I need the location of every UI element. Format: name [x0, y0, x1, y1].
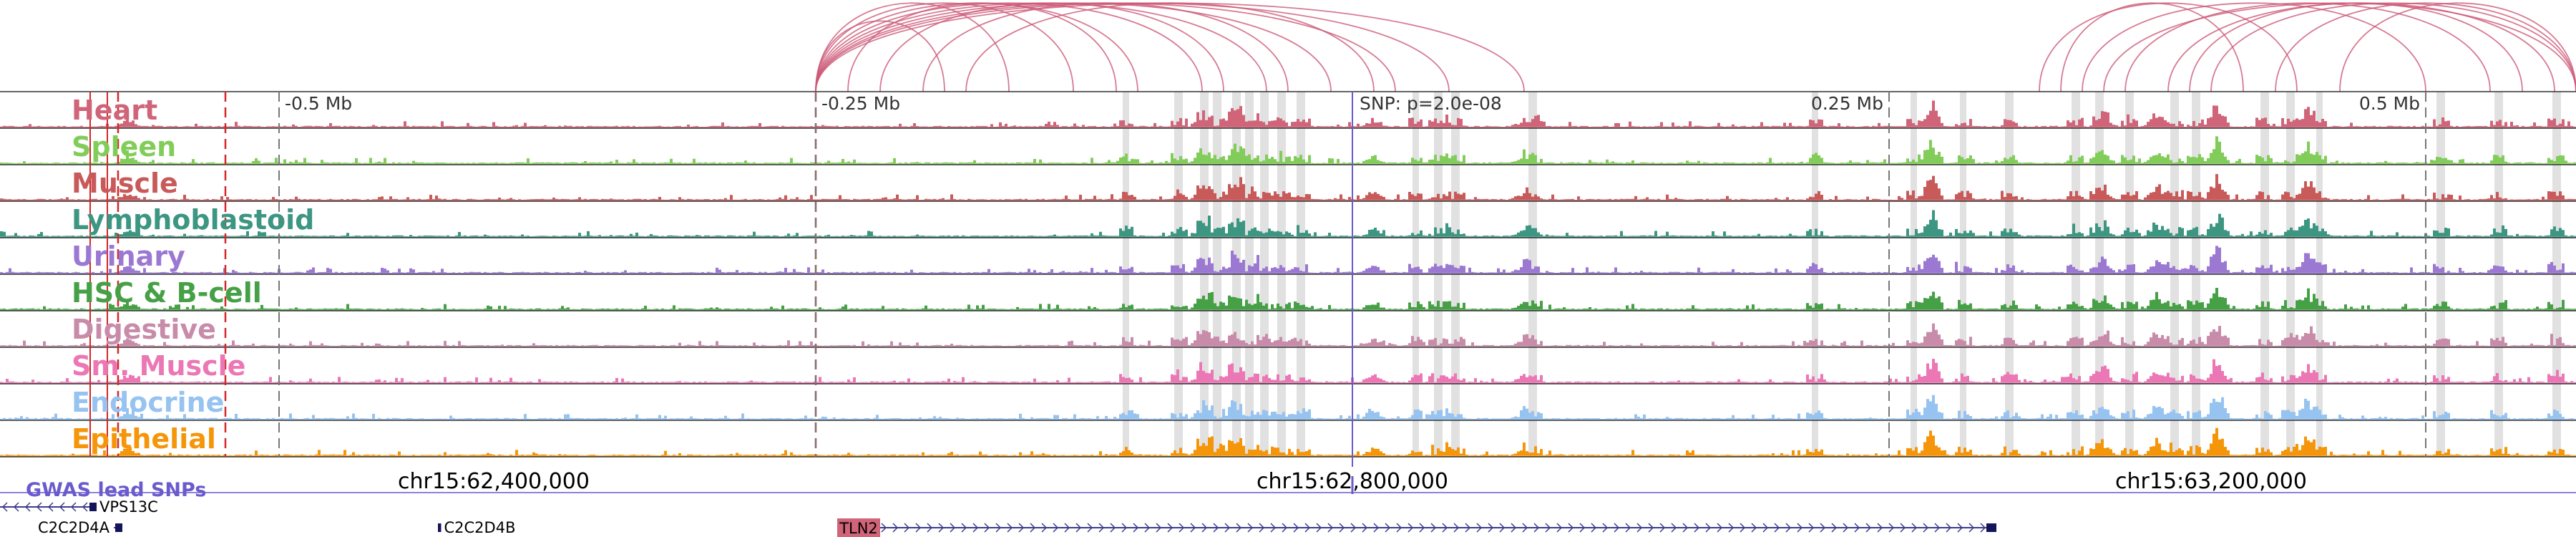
- loop-arc: [815, 2, 1525, 92]
- loop-arc: [879, 2, 1224, 92]
- loop-arc: [815, 2, 1267, 92]
- track-label: Heart: [72, 95, 157, 126]
- loop-arc: [2167, 2, 2555, 92]
- track-labels: Heart Spleen Muscle Lymphoblastoid Urinary HS…: [72, 95, 314, 455]
- gene-c2c2d4a: C2C2D4A: [38, 519, 122, 536]
- ruler-label: -0.5 Mb: [285, 93, 352, 114]
- track-sm-muscle: [0, 359, 2576, 384]
- gene-label-box: [837, 518, 880, 537]
- marker-lines: [89, 92, 2426, 467]
- track-urinary: [0, 246, 2576, 275]
- ruler-label: 0.25 Mb: [1811, 93, 1883, 114]
- signal-tracks: [0, 91, 2576, 458]
- loop-arc: [2339, 2, 2576, 92]
- ruler-label: -0.25 Mb: [821, 93, 900, 114]
- loop-arc: [2103, 2, 2576, 92]
- loop-arc: [922, 2, 1289, 92]
- track-label: Muscle: [72, 168, 178, 199]
- gene-vps13c: VPS13C: [0, 498, 158, 516]
- loop-arc: [2039, 2, 2298, 92]
- ruler-label: 0.5 Mb: [2359, 93, 2420, 114]
- signal-muscle: [0, 174, 2576, 200]
- gene-label: C2C2D4B: [444, 519, 516, 536]
- track-epithelial: [0, 427, 2576, 458]
- strand-arrows: [881, 523, 1986, 533]
- coordinate-label: chr15:63,200,000: [2115, 469, 2307, 494]
- loop-arc: [2060, 2, 2244, 92]
- gene-tln2: TLN2: [837, 518, 1996, 537]
- track-label: Urinary: [72, 241, 185, 272]
- gene-label: TLN2: [839, 520, 878, 537]
- signal-urinary: [0, 246, 2576, 273]
- coordinate-label: chr15:62,400,000: [398, 469, 590, 494]
- signal-lymphoblastoid: [0, 210, 2576, 236]
- track-lymphoblastoid: [0, 210, 2576, 238]
- loop-arc: [2210, 2, 2576, 92]
- gene-exon: [438, 523, 441, 532]
- track-label: Endocrine: [72, 387, 224, 418]
- gene-c2c2d4b: C2C2D4B: [438, 519, 516, 536]
- loop-arc: [815, 2, 1010, 92]
- loop-arc: [965, 2, 1375, 92]
- track-endocrine: [0, 395, 2576, 421]
- track-digestive: [0, 323, 2576, 348]
- track-label: Lymphoblastoid: [72, 204, 314, 236]
- track-label: Spleen: [72, 131, 176, 163]
- loop-arc: [815, 2, 1450, 92]
- gwas-track-label: GWAS lead SNPs: [26, 479, 206, 501]
- loop-arc: [815, 2, 1203, 92]
- loop-arc: [847, 2, 1117, 92]
- track-label: Digestive: [72, 314, 216, 345]
- loop-arc: [2189, 2, 2523, 92]
- track-label: HSC & B-cell: [72, 277, 262, 309]
- signal-heart: [0, 100, 2576, 127]
- track-muscle: [0, 174, 2576, 202]
- loop-arcs: [815, 2, 2576, 92]
- loop-arc: [2124, 2, 2491, 92]
- track-heart: [0, 100, 2576, 129]
- loop-arc: [2082, 2, 2426, 92]
- gene-label: VPS13C: [99, 498, 158, 516]
- track-label: Epithelial: [72, 423, 216, 455]
- signal-endocrine: [0, 395, 2576, 419]
- signal-spleen: [0, 136, 2576, 163]
- track-label: Sm. Muscle: [72, 350, 245, 382]
- loop-arc: [2275, 2, 2576, 92]
- signal-hsc-b-cell: [0, 288, 2576, 309]
- track-hsc-b-cell: [0, 288, 2576, 311]
- loop-arc: [815, 2, 1074, 92]
- gene-exon: [1986, 523, 1996, 532]
- strand-arrows: [1, 502, 88, 512]
- snp-label: SNP: p=2.0e-08: [1360, 93, 1502, 114]
- track-spleen: [0, 136, 2576, 165]
- gene-exon: [89, 503, 97, 511]
- gene-label: C2C2D4A: [38, 519, 110, 536]
- gene-exon: [115, 523, 122, 532]
- signal-sm-muscle: [0, 359, 2576, 382]
- signal-digestive: [0, 323, 2576, 346]
- loop-arc: [815, 20, 945, 92]
- signal-epithelial: [0, 427, 2576, 455]
- loop-arc: [815, 2, 1332, 92]
